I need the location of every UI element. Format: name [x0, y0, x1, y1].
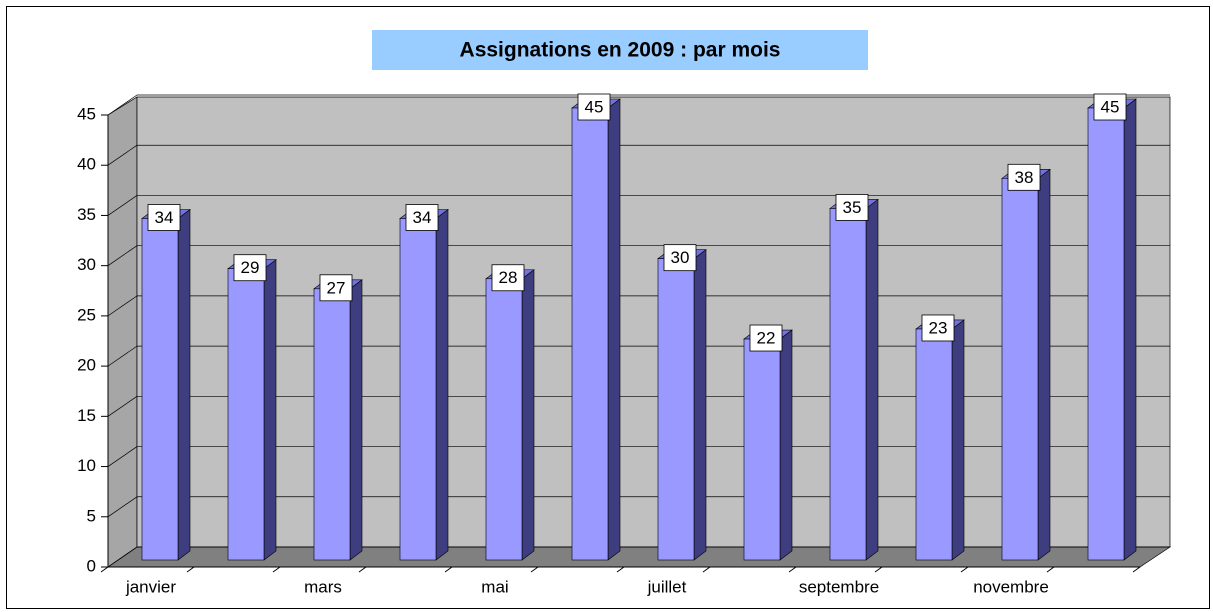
value-label: 29	[241, 258, 260, 277]
bar-side	[435, 208, 449, 561]
value-label-box	[577, 93, 611, 121]
bar-side	[951, 319, 965, 561]
bar	[399, 218, 437, 561]
x-tick-label: janvier	[125, 577, 176, 596]
value-label-box	[233, 254, 267, 282]
bar	[1087, 107, 1125, 561]
bar-side	[607, 98, 621, 561]
bar-side	[177, 208, 191, 561]
grid-line	[107, 446, 138, 467]
x-tick	[960, 566, 969, 573]
value-label-box	[319, 274, 353, 302]
y-tick-label: 20	[77, 356, 96, 375]
value-label: 22	[757, 329, 776, 348]
value-label: 30	[671, 248, 690, 267]
x-tick-label: mars	[304, 577, 342, 596]
title-box	[372, 30, 868, 70]
bar-side	[865, 198, 879, 561]
y-tick-label: 0	[87, 556, 96, 575]
value-label: 34	[155, 208, 174, 227]
y-tick-label: 35	[77, 205, 96, 224]
bar-side	[263, 259, 277, 561]
x-tick	[186, 566, 195, 573]
x-tick	[100, 566, 109, 573]
x-tick	[530, 566, 539, 573]
value-label: 45	[1101, 97, 1120, 116]
x-tick	[874, 566, 883, 573]
x-tick	[788, 566, 797, 573]
grid-line	[107, 396, 138, 417]
grid-line	[107, 345, 138, 367]
bar	[657, 258, 695, 561]
bar	[313, 288, 351, 561]
y-tick-label: 40	[77, 155, 96, 174]
grid-line	[107, 144, 138, 166]
x-tick-label: mai	[481, 577, 508, 596]
value-label-box	[147, 204, 181, 231]
bar	[571, 107, 609, 561]
y-tick-label: 15	[77, 406, 96, 425]
bar-side	[1123, 98, 1137, 561]
bar-side	[349, 279, 363, 561]
y-tick-label: 45	[77, 104, 96, 123]
x-tick-label: novembre	[973, 577, 1049, 596]
value-label-box	[921, 314, 955, 342]
grid-line	[107, 295, 138, 317]
bar	[485, 278, 523, 561]
value-label-box	[405, 204, 439, 231]
bar	[141, 218, 179, 561]
x-tick	[444, 566, 453, 573]
x-tick	[702, 566, 711, 573]
bar-side	[1037, 168, 1051, 561]
value-label-box	[1007, 163, 1041, 191]
grid-line	[107, 496, 138, 518]
x-tick	[1046, 566, 1055, 573]
y-tick-label: 10	[77, 456, 96, 475]
value-label: 35	[843, 198, 862, 217]
y-tick-label: 30	[77, 255, 96, 274]
chart-title: Assignations en 2009 : par mois	[460, 39, 781, 62]
value-label-box	[663, 244, 697, 272]
grid-line	[107, 546, 138, 568]
bar	[915, 328, 953, 561]
y-tick-label: 25	[77, 305, 96, 324]
x-tick	[1132, 566, 1141, 573]
x-tick	[358, 566, 367, 573]
value-label: 34	[413, 208, 432, 227]
bar	[743, 338, 781, 561]
bar	[1001, 178, 1039, 561]
x-tick-label: juillet	[647, 577, 687, 596]
bar-side	[779, 329, 793, 561]
bar	[227, 268, 265, 561]
value-label: 38	[1015, 168, 1034, 187]
value-label-box	[749, 324, 783, 352]
value-label: 27	[327, 278, 346, 297]
grid-line	[107, 195, 138, 216]
side-wall	[107, 96, 138, 568]
value-label-box	[835, 194, 869, 221]
y-tick-label: 5	[87, 506, 96, 525]
value-label: 28	[499, 268, 518, 287]
grid-line	[107, 245, 138, 266]
value-label-box	[491, 264, 525, 292]
value-label: 23	[929, 318, 948, 337]
value-label: 45	[585, 97, 604, 116]
x-tick	[272, 566, 281, 573]
bar-side	[693, 249, 707, 561]
bar	[829, 208, 867, 561]
bar-side	[521, 269, 535, 561]
value-label-box	[1093, 93, 1127, 121]
x-tick-label: septembre	[799, 577, 879, 596]
x-tick	[616, 566, 625, 573]
grid-line	[107, 94, 138, 116]
